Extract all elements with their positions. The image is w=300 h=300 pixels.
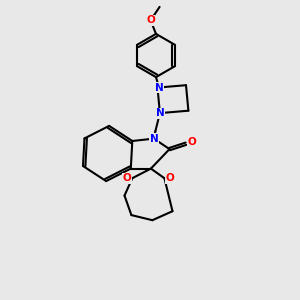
Text: O: O: [146, 15, 155, 26]
Text: N: N: [154, 82, 164, 93]
Text: O: O: [165, 173, 174, 183]
Text: O: O: [122, 173, 131, 183]
Text: N: N: [155, 108, 164, 118]
Text: N: N: [149, 134, 158, 144]
Text: O: O: [188, 137, 196, 147]
